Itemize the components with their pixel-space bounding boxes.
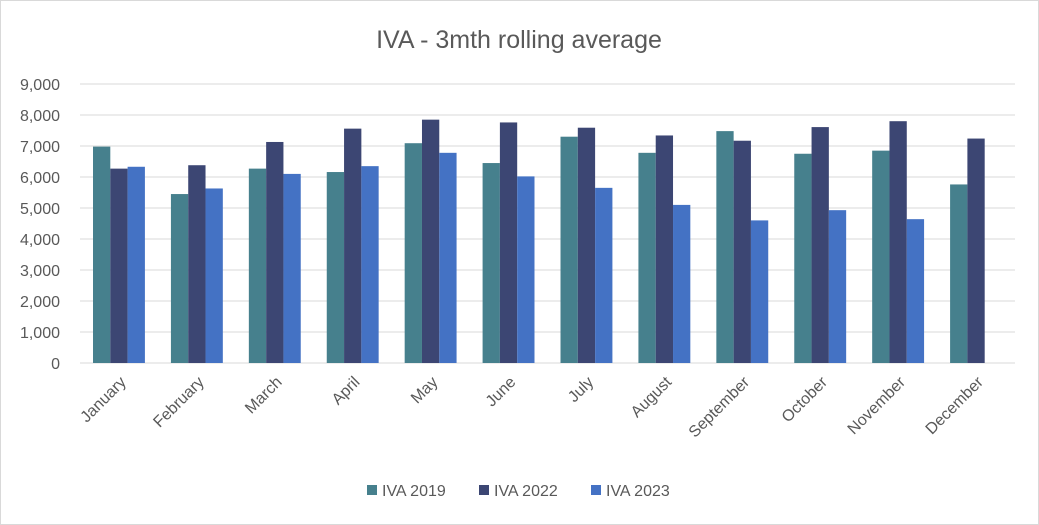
bar-iva-2019-february bbox=[170, 194, 189, 363]
bar-iva-2019-january bbox=[93, 146, 111, 363]
bar-iva-2022-july bbox=[577, 127, 596, 364]
x-tick-label: December bbox=[923, 373, 988, 438]
legend-label: IVA 2022 bbox=[494, 483, 558, 500]
y-tick-label: 3,000 bbox=[20, 263, 60, 280]
y-tick-label: 5,000 bbox=[20, 201, 60, 218]
bar-iva-2022-november bbox=[889, 121, 907, 363]
bar-iva-2022-december bbox=[967, 138, 985, 363]
bar-iva-2023-january bbox=[127, 166, 145, 363]
x-tick-label: August bbox=[628, 373, 676, 421]
bar-iva-2023-june bbox=[517, 176, 535, 363]
bar-iva-2022-august bbox=[655, 135, 674, 363]
bar-iva-2023-august bbox=[673, 204, 691, 363]
bar-iva-2022-february bbox=[188, 165, 206, 363]
bar-iva-2023-april bbox=[361, 166, 379, 363]
chart-title: IVA - 3mth rolling average bbox=[376, 26, 662, 54]
bar-iva-2019-march bbox=[248, 168, 267, 363]
bar-iva-2023-may bbox=[439, 152, 457, 363]
bar-iva-2019-october bbox=[794, 153, 812, 363]
legend-swatch bbox=[591, 485, 601, 495]
y-tick-label: 8,000 bbox=[20, 108, 60, 125]
y-tick-label: 9,000 bbox=[20, 77, 60, 94]
x-tick-label: October bbox=[779, 373, 832, 426]
bar-iva-2019-november bbox=[872, 150, 890, 363]
y-tick-label: 1,000 bbox=[20, 325, 60, 342]
x-tick-label: January bbox=[78, 374, 130, 426]
bars bbox=[93, 119, 985, 364]
bar-iva-2023-november bbox=[906, 219, 925, 363]
bar-iva-2022-september bbox=[733, 140, 751, 363]
x-tick-label: March bbox=[242, 374, 285, 417]
x-axis-labels: January February March April May June July Augu… bbox=[78, 373, 988, 441]
bar-iva-2022-october bbox=[811, 127, 829, 363]
bar-iva-2023-july bbox=[595, 187, 613, 363]
x-tick-label: September bbox=[686, 373, 754, 441]
bar-iva-2023-september bbox=[750, 220, 769, 363]
legend-swatch bbox=[367, 485, 377, 495]
bar-iva-2019-july bbox=[560, 136, 578, 363]
y-tick-label: 6,000 bbox=[20, 170, 60, 187]
legend: IVA 2019 IVA 2022 IVA 2023 bbox=[367, 483, 670, 500]
bar-iva-2022-june bbox=[499, 122, 518, 363]
bar-iva-2022-april bbox=[344, 128, 362, 363]
bar-iva-2022-may bbox=[421, 119, 440, 364]
legend-swatch bbox=[479, 485, 489, 495]
bar-iva-2022-march bbox=[266, 141, 284, 363]
bar-iva-2023-october bbox=[828, 210, 847, 363]
y-axis-ticks: 0 1,000 2,000 3,000 4,000 5,000 6,000 7,000 8,00… bbox=[20, 77, 60, 373]
y-tick-label: 7,000 bbox=[20, 139, 60, 156]
legend-label: IVA 2023 bbox=[606, 483, 670, 500]
bar-iva-2019-june bbox=[482, 163, 500, 363]
bar-iva-2019-april bbox=[326, 172, 345, 363]
bar-iva-2019-september bbox=[716, 131, 734, 363]
bar-iva-2019-december bbox=[950, 184, 968, 363]
y-tick-label: 4,000 bbox=[20, 232, 60, 249]
bar-iva-2019-august bbox=[638, 152, 656, 363]
x-tick-label: November bbox=[845, 373, 910, 438]
x-tick-label: February bbox=[150, 374, 207, 431]
x-tick-label: June bbox=[483, 374, 520, 411]
x-tick-label: May bbox=[408, 374, 441, 407]
x-tick-label: April bbox=[329, 374, 364, 409]
x-tick-label: July bbox=[565, 374, 597, 406]
legend-label: IVA 2019 bbox=[382, 483, 446, 500]
bar-iva-2022-january bbox=[110, 168, 128, 363]
bar-iva-2019-may bbox=[404, 143, 422, 363]
bar-iva-2023-february bbox=[205, 188, 223, 363]
y-tick-label: 0 bbox=[51, 356, 60, 373]
y-tick-label: 2,000 bbox=[20, 294, 60, 311]
bar-iva-2023-march bbox=[283, 173, 301, 363]
gridlines bbox=[80, 83, 1015, 364]
